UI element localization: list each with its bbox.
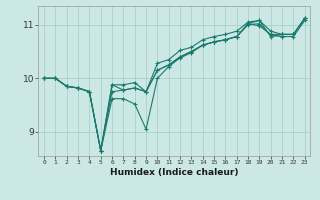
X-axis label: Humidex (Indice chaleur): Humidex (Indice chaleur)	[110, 168, 239, 177]
